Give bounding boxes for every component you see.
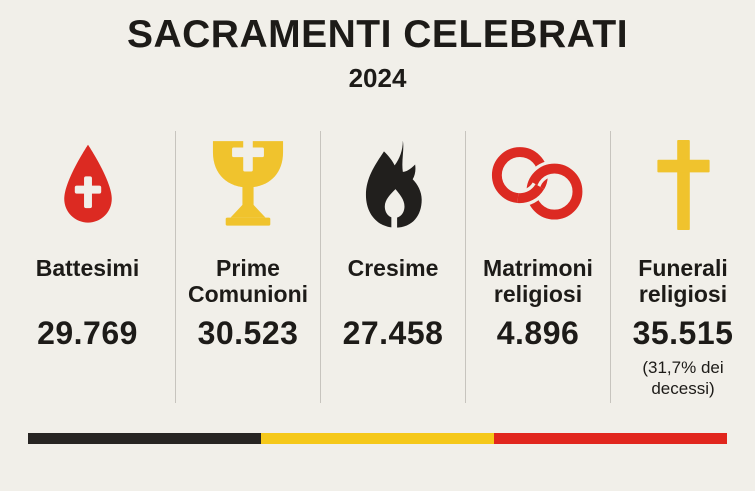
- stat-value: 35.515: [632, 315, 734, 351]
- stat-column-cresime: Cresime 27.458: [320, 131, 465, 403]
- confirmation-flame-icon: [326, 131, 460, 239]
- stat-value: 30.523: [197, 315, 299, 351]
- stat-label: Matrimoni religiosi: [483, 255, 593, 307]
- stat-label: Funerali religiosi: [638, 255, 728, 307]
- stat-note: (31,7% dei decessi): [642, 358, 724, 398]
- stats-row: Battesimi 29.769 Prime Comunioni 30.523: [0, 131, 755, 403]
- stat-label: Cresime: [347, 255, 439, 281]
- page-subtitle-year: 2024: [348, 62, 407, 93]
- stat-column-battesimi: Battesimi 29.769: [0, 131, 175, 403]
- stat-value: 29.769: [37, 315, 138, 351]
- communion-chalice-icon: [181, 131, 315, 239]
- flag-bar-black-segment: [28, 433, 261, 444]
- flag-bar-red-segment: [494, 433, 727, 444]
- stat-value: 4.896: [496, 315, 580, 351]
- flag-color-bar: [28, 433, 727, 444]
- stat-column-matrimoni-religiosi: Matrimoni religiosi 4.896: [465, 131, 610, 403]
- wedding-rings-icon: [471, 131, 605, 239]
- baptism-drop-icon: [5, 131, 170, 239]
- stat-label: Battesimi: [35, 255, 140, 281]
- stat-value: 27.458: [342, 315, 444, 351]
- stat-label: Prime Comunioni: [187, 255, 309, 307]
- flag-bar-yellow-segment: [261, 433, 494, 444]
- page-title: SACRAMENTI CELEBRATI: [126, 13, 629, 56]
- funeral-cross-icon: [616, 131, 750, 239]
- stat-column-prime-comunioni: Prime Comunioni 30.523: [175, 131, 320, 403]
- stat-column-funerali-religiosi: Funerali religiosi 35.515 (31,7% dei dec…: [610, 131, 755, 403]
